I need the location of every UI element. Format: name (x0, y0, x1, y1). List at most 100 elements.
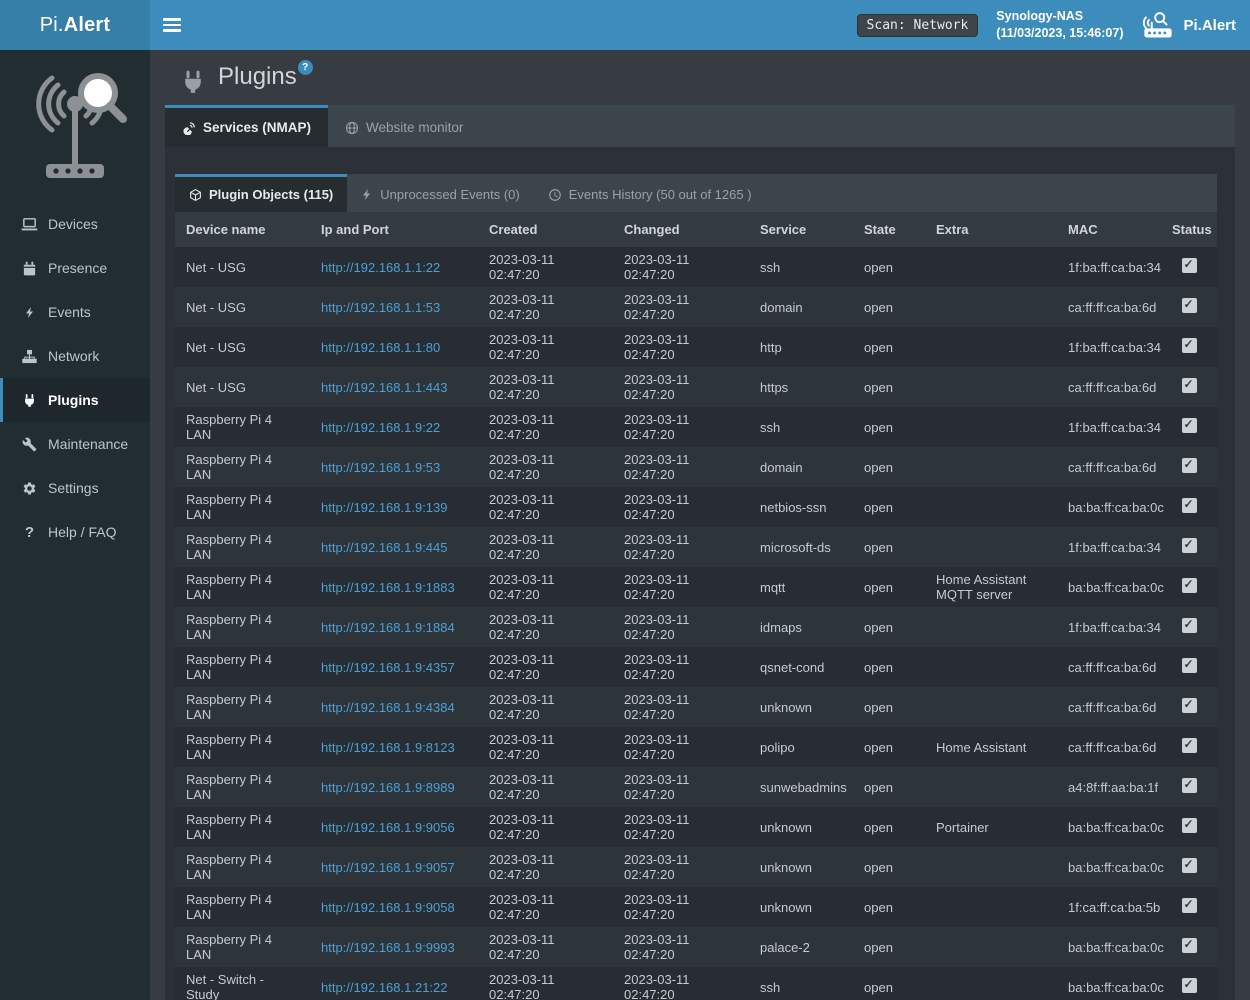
changed-cell: 2023-03-11 02:47:20 (624, 852, 690, 882)
subtab-1[interactable]: Unprocessed Events (0) (347, 174, 533, 212)
sidebar-item-help-faq[interactable]: ? Help / FAQ (0, 510, 150, 554)
column-header-changed: Changed (613, 212, 749, 247)
status-cell (1161, 567, 1217, 607)
ip-port-link[interactable]: http://192.168.1.1:53 (321, 299, 441, 315)
ip-port-link[interactable]: http://192.168.1.9:4357 (321, 659, 455, 675)
sidebar-item-plugins[interactable]: Plugins (0, 378, 150, 422)
device-name-cell: Net - Switch - Study (186, 972, 265, 1000)
ip-port-link[interactable]: http://192.168.1.9:22 (321, 419, 441, 435)
ip-port-link[interactable]: http://192.168.1.9:9057 (321, 859, 455, 875)
sidebar-item-events[interactable]: Events (0, 290, 150, 334)
status-checkbox[interactable] (1181, 977, 1197, 993)
extra-cell: Portainer (936, 819, 989, 835)
status-checkbox[interactable] (1181, 457, 1197, 473)
brand-logo[interactable]: Pi. Alert (0, 0, 150, 50)
ip-port-link[interactable]: http://192.168.1.9:4384 (321, 699, 455, 715)
plug-icon (180, 69, 206, 95)
satellite-dish-icon (182, 121, 196, 135)
ip-port-link[interactable]: http://192.168.1.9:445 (321, 539, 448, 555)
extra-cell (925, 847, 1057, 887)
status-checkbox[interactable] (1181, 297, 1197, 313)
tab-0[interactable]: Services (NMAP) (165, 105, 329, 147)
ip-port-link[interactable]: http://192.168.1.9:9993 (321, 939, 455, 955)
status-checkbox[interactable] (1181, 777, 1197, 793)
subtab-2[interactable]: Events History (50 out of 1265 ) (534, 174, 766, 212)
service-cell: microsoft-ds (760, 539, 831, 555)
service-cell: netbios-ssn (760, 499, 827, 515)
table-row: Net - USG http://192.168.1.1:53 2023-03-11… (175, 287, 1217, 327)
mac-cell: 1f:ba:ff:ca:ba:34 (1068, 339, 1161, 355)
status-checkbox[interactable] (1181, 817, 1197, 833)
service-cell: http (760, 339, 782, 355)
status-checkbox[interactable] (1181, 857, 1197, 873)
state-cell: open (864, 859, 893, 875)
status-cell (1161, 287, 1217, 327)
changed-cell: 2023-03-11 02:47:20 (624, 812, 690, 842)
status-checkbox[interactable] (1181, 657, 1197, 673)
ip-port-link[interactable]: http://192.168.1.9:8123 (321, 739, 455, 755)
status-checkbox[interactable] (1181, 417, 1197, 433)
mac-cell: ca:ff:ff:ca:ba:6d (1068, 659, 1157, 675)
tab-1[interactable]: Website monitor (328, 105, 480, 147)
ip-port-link[interactable]: http://192.168.1.1:443 (321, 379, 448, 395)
status-checkbox[interactable] (1181, 697, 1197, 713)
status-checkbox[interactable] (1181, 377, 1197, 393)
sidebar-item-network[interactable]: Network (0, 334, 150, 378)
status-checkbox[interactable] (1181, 497, 1197, 513)
sidebar-toggle-button[interactable] (163, 18, 181, 32)
status-checkbox[interactable] (1181, 537, 1197, 553)
app-header-link[interactable]: Pi.Alert (1141, 10, 1236, 40)
ip-port-link[interactable]: http://192.168.1.9:53 (321, 459, 441, 475)
service-cell: domain (760, 459, 803, 475)
ip-port-link[interactable]: http://192.168.1.9:139 (321, 499, 448, 515)
status-checkbox[interactable] (1181, 577, 1197, 593)
table-row: Raspberry Pi 4 LAN http://192.168.1.9:188… (175, 607, 1217, 647)
sidebar-item-settings[interactable]: Settings (0, 466, 150, 510)
ip-port-link[interactable]: http://192.168.1.1:22 (321, 259, 441, 275)
ip-port-link[interactable]: http://192.168.1.9:1883 (321, 579, 455, 595)
status-cell (1161, 527, 1217, 567)
status-checkbox[interactable] (1181, 897, 1197, 913)
extra-cell (925, 247, 1057, 287)
mac-cell: ca:ff:ff:ca:ba:6d (1068, 299, 1157, 315)
plugin-object-tabs: Plugin Objects (115) Unprocessed Events (… (175, 174, 1217, 212)
status-checkbox[interactable] (1181, 737, 1197, 753)
status-checkbox[interactable] (1181, 257, 1197, 273)
extra-cell (925, 407, 1057, 447)
device-name-cell: Raspberry Pi 4 LAN (186, 892, 272, 922)
subtab-0[interactable]: Plugin Objects (115) (175, 174, 348, 212)
sidebar-item-maintenance[interactable]: Maintenance (0, 422, 150, 466)
created-cell: 2023-03-11 02:47:20 (489, 772, 555, 802)
cube-icon (189, 188, 202, 202)
table-row: Raspberry Pi 4 LAN http://192.168.1.9:898… (175, 767, 1217, 807)
status-checkbox[interactable] (1181, 617, 1197, 633)
ip-port-cell: http://192.168.1.9:1883 (310, 567, 478, 607)
ip-port-link[interactable]: http://192.168.1.9:9056 (321, 819, 455, 835)
mac-cell: 1f:ba:ff:ca:ba:34 (1068, 619, 1161, 635)
tab-label: Services (NMAP) (203, 120, 312, 135)
status-cell (1161, 887, 1217, 927)
ip-port-link[interactable]: http://192.168.1.9:9058 (321, 899, 455, 915)
ip-port-link[interactable]: http://192.168.1.9:1884 (321, 619, 455, 635)
ip-port-link[interactable]: http://192.168.1.9:8989 (321, 779, 455, 795)
device-name-cell: Raspberry Pi 4 LAN (186, 612, 272, 642)
changed-cell: 2023-03-11 02:47:20 (624, 772, 690, 802)
help-badge[interactable]: ? (297, 60, 313, 75)
status-checkbox[interactable] (1181, 337, 1197, 353)
globe-icon (345, 121, 359, 135)
laptop-icon (20, 217, 39, 232)
ip-port-link[interactable]: http://192.168.1.21:22 (321, 979, 448, 995)
sidebar-item-presence[interactable]: Presence (0, 246, 150, 290)
device-name-cell: Raspberry Pi 4 LAN (186, 852, 272, 882)
status-checkbox[interactable] (1181, 937, 1197, 953)
plugin-panel: Plugin Objects (115) Unprocessed Events (… (165, 147, 1235, 1000)
sidebar-item-devices[interactable]: Devices (0, 202, 150, 246)
status-cell (1161, 967, 1217, 1000)
ip-port-link[interactable]: http://192.168.1.1:80 (321, 339, 441, 355)
state-cell: open (864, 499, 893, 515)
plugin-tabs: Services (NMAP) Website monitor (165, 105, 1235, 147)
created-cell: 2023-03-11 02:47:20 (489, 372, 555, 402)
mac-cell: 1f:ba:ff:ca:ba:34 (1068, 419, 1161, 435)
status-cell (1161, 407, 1217, 447)
device-name-cell: Raspberry Pi 4 LAN (186, 652, 272, 682)
